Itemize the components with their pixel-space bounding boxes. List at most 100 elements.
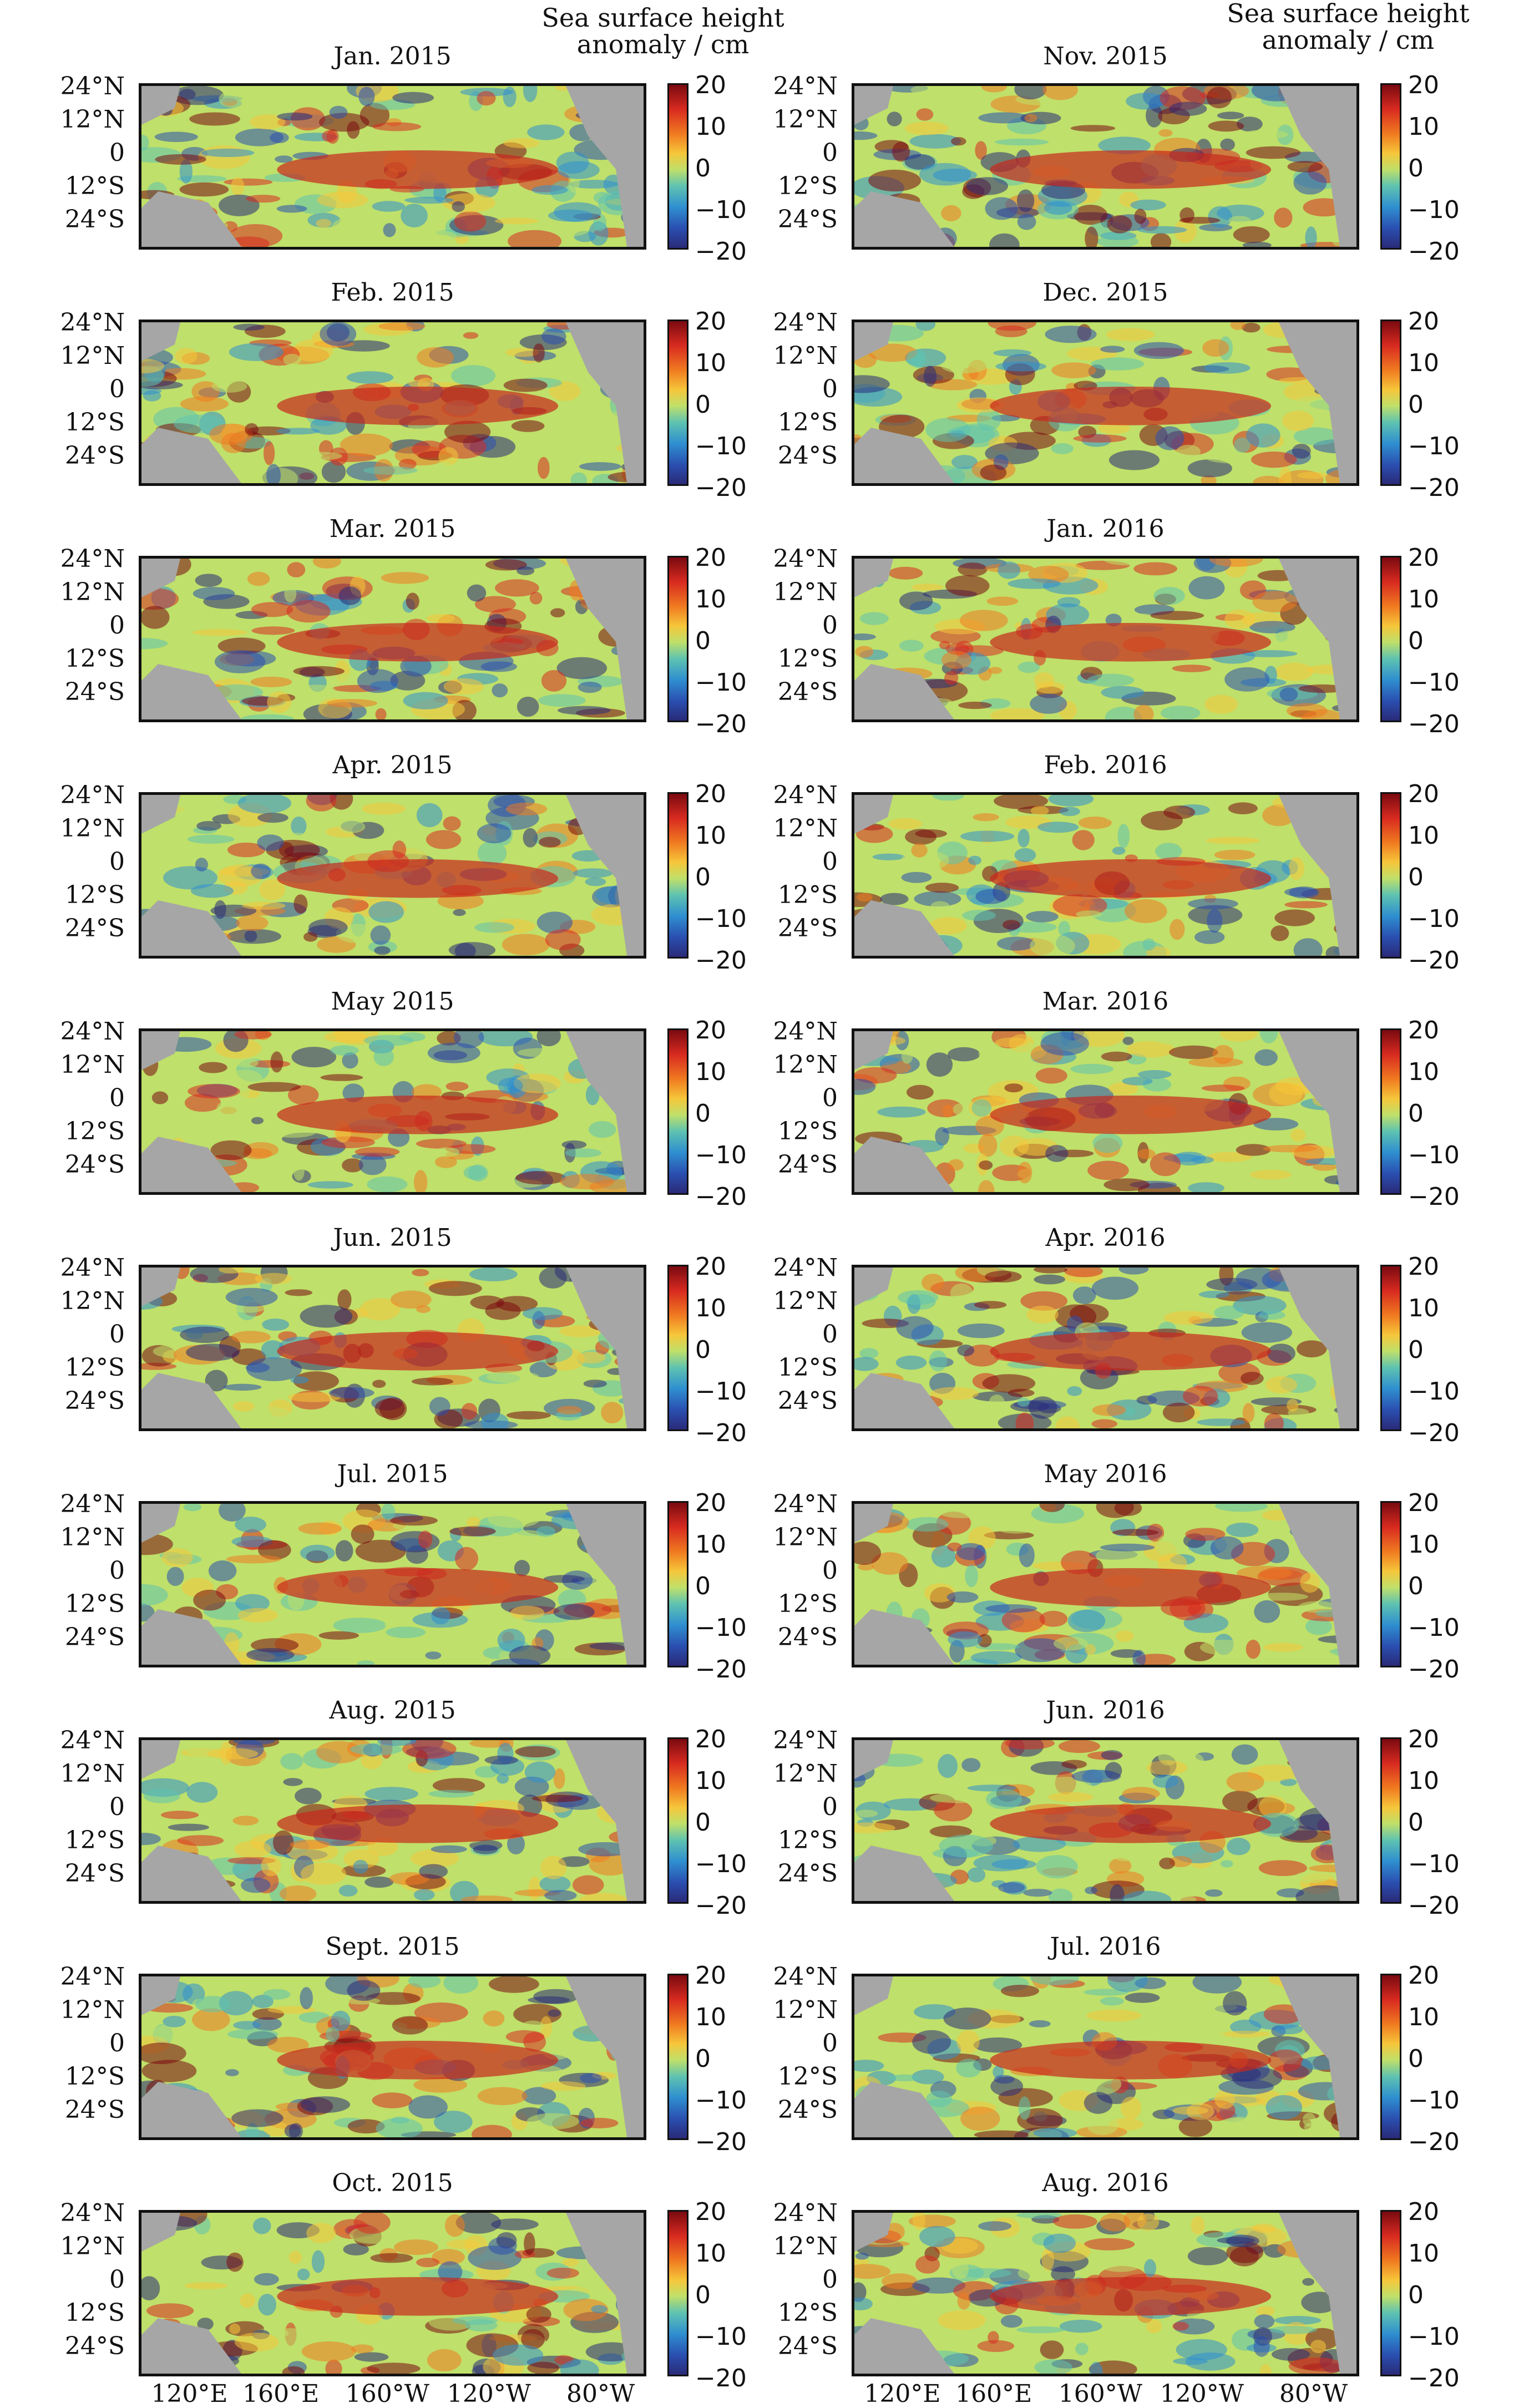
sea-height-map xyxy=(139,1265,646,1431)
colorbar-tick-label: 20 xyxy=(695,1253,726,1281)
colorbar xyxy=(667,792,688,959)
latitude-label: 24°N xyxy=(773,1017,838,1046)
colorbar xyxy=(1380,1265,1401,1431)
sea-height-map xyxy=(852,1974,1359,2140)
colorbar-tick-label: 10 xyxy=(695,349,726,377)
colorbar-tick-label: −20 xyxy=(695,2128,747,2156)
colorbar-tick-label: 20 xyxy=(695,544,726,572)
latitude-label: 24°S xyxy=(777,205,838,234)
latitude-label: 12°N xyxy=(60,814,125,843)
latitude-label: 24°S xyxy=(64,914,125,942)
latitude-label: 24°S xyxy=(777,1623,838,1651)
latitude-label: 24°S xyxy=(777,2332,838,2360)
latitude-label: 0 xyxy=(822,139,838,167)
latitude-label: 12°S xyxy=(64,645,125,673)
latitude-label: 0 xyxy=(822,2029,838,2057)
latitude-label: 24°N xyxy=(60,72,125,100)
colorbar-tick-label: 20 xyxy=(1408,307,1439,336)
sea-height-map xyxy=(852,1737,1359,1904)
panel-title: Oct. 2015 xyxy=(332,2169,453,2197)
colorbar-tick-label: −10 xyxy=(1408,2323,1460,2351)
latitude-label: 24°S xyxy=(64,2096,125,2124)
colorbar-tick-label: 20 xyxy=(1408,1253,1439,1281)
latitude-label: 24°N xyxy=(60,2199,125,2227)
colorbar-tick-label: 0 xyxy=(695,391,711,419)
colorbar-tick-label: 20 xyxy=(1408,544,1439,572)
latitude-label: 12°N xyxy=(60,1523,125,1552)
colorbar-tick-label: 20 xyxy=(695,1961,726,1990)
colorbar-tick-label: −10 xyxy=(695,2086,747,2115)
colorbar-tick-label: −20 xyxy=(695,710,747,738)
colorbar-tick-label: −20 xyxy=(1408,1892,1460,1920)
longitude-label: 120°W xyxy=(1160,2380,1244,2408)
colorbar-title-line1: Sea surface height xyxy=(1227,0,1470,28)
colorbar-tick-label: −10 xyxy=(1408,1377,1460,1406)
colorbar xyxy=(1380,83,1401,250)
panel-title: Mar. 2016 xyxy=(1042,987,1169,1016)
latitude-label: 12°N xyxy=(773,1996,838,2024)
latitude-label: 0 xyxy=(109,1557,125,1585)
sea-height-map xyxy=(852,556,1359,722)
colorbar-tick-label: 20 xyxy=(1408,780,1439,808)
colorbar-tick-label: 0 xyxy=(1408,627,1424,655)
colorbar-tick-label: 0 xyxy=(695,1336,711,1364)
panel-title: May 2015 xyxy=(331,987,454,1016)
colorbar-tick-label: 20 xyxy=(695,307,726,336)
latitude-label: 12°S xyxy=(777,1117,838,1145)
colorbar xyxy=(667,1737,688,1904)
colorbar-tick-label: 10 xyxy=(1408,1294,1439,1322)
latitude-label: 24°S xyxy=(777,1150,838,1179)
latitude-label: 0 xyxy=(822,1793,838,1821)
colorbar xyxy=(1380,556,1401,722)
colorbar-tick-label: 10 xyxy=(695,1767,726,1795)
panel-title: Dec. 2015 xyxy=(1042,278,1168,307)
latitude-label: 24°N xyxy=(60,1490,125,1518)
latitude-label: 12°N xyxy=(60,1760,125,1788)
colorbar-tick-label: 10 xyxy=(695,822,726,850)
latitude-label: 12°N xyxy=(60,1996,125,2024)
latitude-label: 0 xyxy=(109,1320,125,1349)
latitude-label: 24°N xyxy=(773,781,838,809)
latitude-label: 12°S xyxy=(777,645,838,673)
panel-title: Sept. 2015 xyxy=(325,1933,460,1961)
latitude-label: 12°N xyxy=(773,1287,838,1315)
latitude-label: 24°S xyxy=(64,2332,125,2360)
latitude-label: 24°N xyxy=(60,545,125,573)
latitude-label: 12°N xyxy=(60,1287,125,1315)
panel-title: Nov. 2015 xyxy=(1043,42,1168,70)
sea-height-map xyxy=(139,1737,646,1904)
colorbar-tick-label: −20 xyxy=(1408,474,1460,502)
colorbar-title-line1: Sea surface height xyxy=(541,3,784,33)
latitude-label: 24°S xyxy=(777,678,838,706)
colorbar-tick-label: 10 xyxy=(1408,113,1439,141)
colorbar-tick-label: −20 xyxy=(1408,2128,1460,2156)
colorbar xyxy=(1380,1028,1401,1195)
latitude-label: 12°S xyxy=(64,172,125,200)
latitude-label: 0 xyxy=(822,2265,838,2294)
latitude-label: 0 xyxy=(822,1557,838,1585)
colorbar-tick-label: 10 xyxy=(695,2239,726,2268)
colorbar xyxy=(1380,792,1401,959)
latitude-label: 24°S xyxy=(777,914,838,942)
latitude-label: 12°N xyxy=(773,2232,838,2260)
latitude-label: 12°S xyxy=(777,881,838,909)
panel-title: Jun. 2016 xyxy=(1046,1696,1165,1725)
colorbar xyxy=(667,83,688,250)
latitude-label: 12°S xyxy=(64,2062,125,2091)
panel-title: Jan. 2016 xyxy=(1046,515,1165,543)
longitude-label: 160°E xyxy=(955,2380,1032,2408)
colorbar-tick-label: −10 xyxy=(695,1141,747,1169)
latitude-label: 12°S xyxy=(777,408,838,437)
colorbar xyxy=(1380,2210,1401,2376)
latitude-label: 0 xyxy=(109,375,125,403)
latitude-label: 12°N xyxy=(773,105,838,134)
colorbar-title-left: Sea surface height anomaly / cm xyxy=(524,4,802,58)
latitude-label: 12°S xyxy=(777,1826,838,1854)
colorbar xyxy=(1380,320,1401,486)
colorbar-tick-label: −20 xyxy=(695,2364,747,2392)
colorbar-tick-label: 10 xyxy=(1408,1767,1439,1795)
colorbar xyxy=(667,1265,688,1431)
colorbar-tick-label: −20 xyxy=(1408,1183,1460,1211)
colorbar-tick-label: −10 xyxy=(695,196,747,224)
latitude-label: 12°N xyxy=(773,1760,838,1788)
